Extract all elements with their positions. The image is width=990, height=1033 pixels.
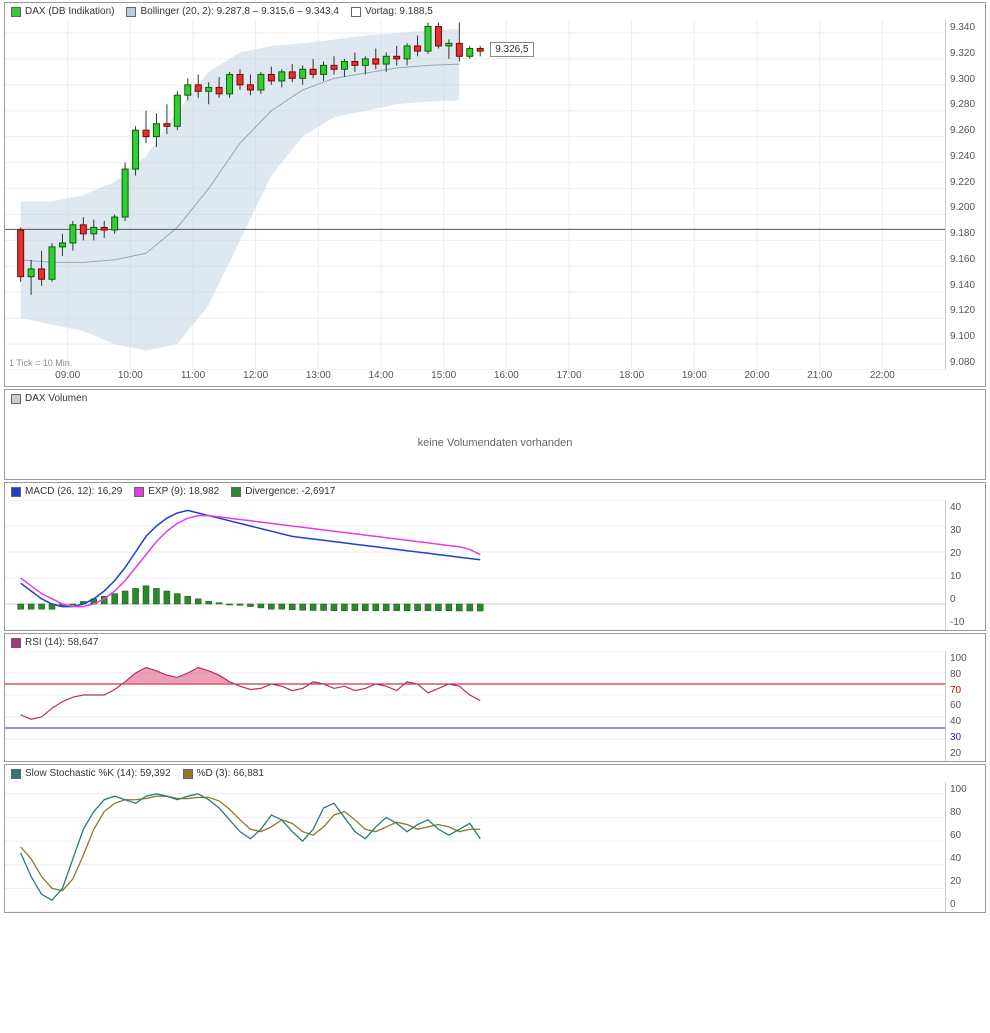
rsi-chart[interactable]: 100807060403020	[5, 651, 985, 761]
stoch-k-swatch	[11, 769, 21, 779]
exp-label: EXP (9): 18,982	[148, 486, 219, 497]
price-flag: 9.326,5	[490, 42, 533, 57]
price-chart[interactable]: 9.326,5 9.3409.3209.3009.2809.2609.2409.…	[5, 20, 985, 370]
volume-panel: DAX Volumen keine Volumendaten vorhanden	[4, 389, 986, 480]
macd-swatch	[11, 487, 21, 497]
div-swatch	[231, 487, 241, 497]
rsi-y-axis: 100807060403020	[945, 651, 985, 761]
rsi-panel: RSI (14): 58,647 100807060403020	[4, 633, 986, 762]
stoch-chart[interactable]: 100806040200	[5, 782, 985, 912]
exp-swatch	[134, 487, 144, 497]
price-x-axis: 09:0010:0011:0012:0013:0014:0015:0016:00…	[5, 370, 945, 386]
price-legend: DAX (DB Indikation) Bollinger (20, 2): 9…	[5, 3, 985, 20]
bollinger-swatch	[126, 7, 136, 17]
macd-legend: MACD (26, 12): 16,29 EXP (9): 18,982 Div…	[5, 483, 985, 500]
dax-swatch	[11, 7, 21, 17]
volume-legend: DAX Volumen	[5, 390, 985, 407]
rsi-swatch	[11, 638, 21, 648]
volume-label: DAX Volumen	[25, 393, 87, 404]
macd-chart[interactable]: 403020100-10	[5, 500, 985, 630]
stoch-panel: Slow Stochastic %K (14): 59,392 %D (3): …	[4, 764, 986, 913]
dax-label: DAX (DB Indikation)	[25, 6, 114, 17]
macd-panel: MACD (26, 12): 16,29 EXP (9): 18,982 Div…	[4, 482, 986, 631]
stoch-y-axis: 100806040200	[945, 782, 985, 912]
macd-label: MACD (26, 12): 16,29	[25, 486, 122, 497]
vortag-swatch	[351, 7, 361, 17]
price-y-axis: 9.3409.3209.3009.2809.2609.2409.2209.200…	[945, 20, 985, 370]
rsi-label: RSI (14): 58,647	[25, 637, 98, 648]
stoch-d-swatch	[183, 769, 193, 779]
div-label: Divergence: -2,6917	[245, 486, 335, 497]
tick-note: 1 Tick = 10 Min.	[9, 358, 72, 368]
stoch-d-label: %D (3): 66,881	[197, 768, 264, 779]
vortag-label: Vortag: 9.188,5	[365, 6, 433, 17]
rsi-legend: RSI (14): 58,647	[5, 634, 985, 651]
stoch-k-label: Slow Stochastic %K (14): 59,392	[25, 768, 171, 779]
volume-message: keine Volumendaten vorhanden	[5, 407, 985, 479]
stoch-legend: Slow Stochastic %K (14): 59,392 %D (3): …	[5, 765, 985, 782]
volume-swatch	[11, 394, 21, 404]
bollinger-label: Bollinger (20, 2): 9.287,8 – 9.315,6 – 9…	[140, 6, 338, 17]
macd-y-axis: 403020100-10	[945, 500, 985, 630]
price-panel: DAX (DB Indikation) Bollinger (20, 2): 9…	[4, 2, 986, 387]
